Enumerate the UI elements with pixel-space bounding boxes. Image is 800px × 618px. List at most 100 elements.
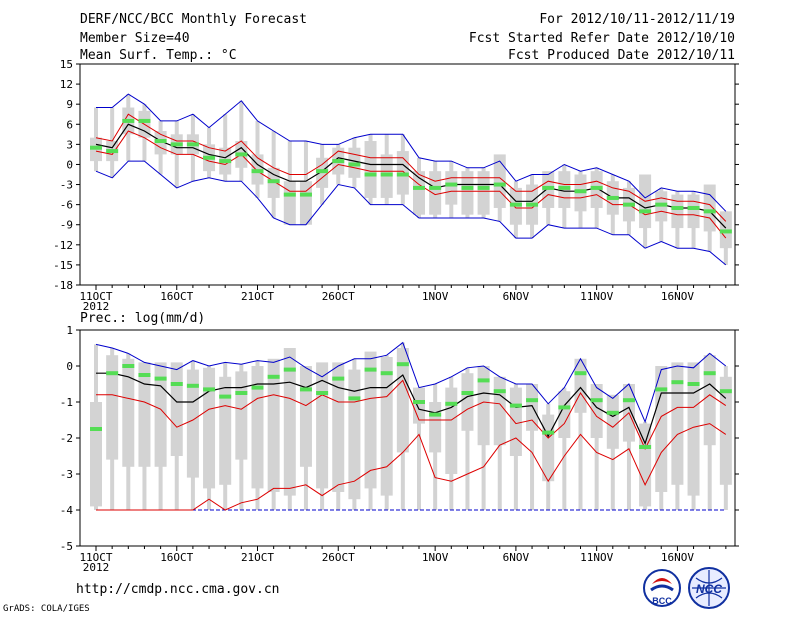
prec-median-marker (477, 378, 490, 383)
prec-quartile-box (267, 358, 280, 492)
temp-panel: 15 12 9 6 3 0 -3 -6 -9 -12 -15 -18 11OCT 16OCT 21OCT 26… (53, 58, 739, 313)
prec-median-marker (251, 385, 264, 390)
prec-median-marker (493, 389, 506, 394)
prec-median-marker (186, 383, 199, 388)
prec-quartile-box (429, 402, 442, 453)
forecast-period: For 2012/10/11-2012/11/19 (539, 12, 735, 27)
temp-median-marker (332, 159, 345, 164)
temp-median-marker (106, 149, 119, 154)
temp-ytick-label: -3 (60, 179, 73, 192)
prec-median-marker (413, 400, 425, 404)
prec-median-marker (687, 382, 700, 386)
prec-quartile-box (477, 366, 490, 446)
temp-median-marker (655, 202, 668, 207)
temp-median-marker (203, 155, 216, 160)
prec-upper-band-line (96, 379, 727, 450)
prec-ytick-label: 0 (66, 360, 73, 373)
ncc-logo: NCC (688, 567, 730, 609)
prec-median-marker (154, 376, 167, 381)
prec-whisker-bar (626, 384, 631, 510)
prec-median-marker (138, 373, 151, 377)
prec-median-marker (703, 371, 716, 376)
forecast-start-date: Fcst Started Refer Date 2012/10/10 (468, 31, 735, 46)
prec-year-label: 2012 (83, 561, 110, 574)
prec-median-marker (380, 371, 393, 376)
prec-median-marker (639, 445, 652, 449)
prec-median-marker (396, 362, 409, 367)
prec-median-marker (106, 371, 119, 376)
temp-ytick-label: -15 (53, 259, 73, 272)
temp-median-marker (267, 179, 280, 184)
temp-quartile-box (687, 194, 700, 229)
temp-ytick-label: 6 (66, 118, 73, 131)
temp-median-marker (477, 185, 490, 190)
prec-ytick-label: -5 (60, 540, 73, 553)
temp-median-marker (380, 172, 393, 177)
temp-quartile-box (364, 141, 377, 198)
temp-lower-band-line (95, 130, 727, 239)
prec-median-marker (219, 394, 232, 399)
prec-ytick-label: -1 (60, 396, 73, 409)
prec-quartile-box (170, 362, 183, 456)
prec-whisker-bar (610, 398, 615, 510)
temp-ytick-label: -6 (60, 199, 73, 212)
prec-ytick-label: -4 (60, 504, 74, 517)
prec-quartile-box (526, 384, 539, 431)
temp-xtick-label: 16OCT (160, 290, 193, 303)
prec-median-marker (170, 382, 183, 386)
prec-median-marker (299, 387, 312, 392)
prec-median-marker (509, 403, 522, 408)
temp-quartile-box (671, 194, 684, 229)
temp-median-marker (364, 172, 377, 177)
temp-mean-line (95, 123, 727, 229)
prec-whisker-bar (562, 387, 567, 510)
temp-quartile-box (703, 184, 716, 232)
prec-quartile-box (332, 362, 345, 492)
temp-xtick-label: 26OCT (322, 290, 355, 303)
temp-median-marker (251, 169, 264, 174)
prec-quartile-box (445, 387, 458, 474)
prec-median-marker (558, 405, 571, 410)
prec-quartile-box (493, 376, 506, 446)
temp-median-marker (429, 185, 442, 190)
prec-xtick-label: 11OCT (79, 551, 112, 564)
prec-quartile-box (509, 387, 522, 456)
temp-median-marker (445, 182, 458, 187)
temp-median-marker (558, 185, 571, 190)
prec-median-marker (90, 427, 102, 431)
temp-max-line (96, 93, 727, 212)
temp-median-marker (122, 118, 135, 123)
prec-median-marker (203, 387, 216, 392)
prec-quartile-box (396, 348, 409, 453)
prec-median-marker (267, 374, 280, 379)
prec-median-marker (526, 398, 539, 403)
source-url[interactable]: http://cmdp.ncc.cma.gov.cn (76, 582, 280, 597)
temp-median-marker (622, 202, 635, 207)
prec-quartile-box (687, 362, 700, 496)
temp-upper-band-line (95, 113, 727, 222)
temp-xtick-label: 16NOV (661, 290, 694, 303)
temp-year-label: 2012 (83, 300, 110, 313)
prec-quartile-box (251, 366, 264, 489)
prec-median-marker (574, 371, 587, 376)
prec-xtick-label: 16OCT (160, 551, 193, 564)
prec-quartile-box (316, 362, 329, 489)
prec-quartile-box (299, 366, 312, 467)
temp-median-marker (299, 192, 312, 197)
prec-quartile-box (235, 371, 248, 460)
chart-title: DERF/NCC/BCC Monthly Forecast (80, 12, 307, 27)
bcc-logo-text: BCC (652, 596, 672, 606)
prec-quartile-box (703, 355, 716, 446)
temp-xtick-label: 21OCT (241, 290, 274, 303)
prec-median-marker (283, 367, 296, 372)
temp-median-marker (606, 195, 619, 200)
temp-median-marker (461, 185, 474, 190)
prec-quartile-box (413, 387, 425, 424)
temp-quartile-box (477, 171, 490, 215)
temp-quartile-box (445, 171, 458, 205)
temp-median-marker (219, 159, 232, 164)
temp-median-marker (235, 152, 248, 157)
prec-quartile-box (106, 355, 119, 460)
prec-median-marker (348, 396, 361, 401)
prec-whisker-bar (594, 387, 599, 510)
